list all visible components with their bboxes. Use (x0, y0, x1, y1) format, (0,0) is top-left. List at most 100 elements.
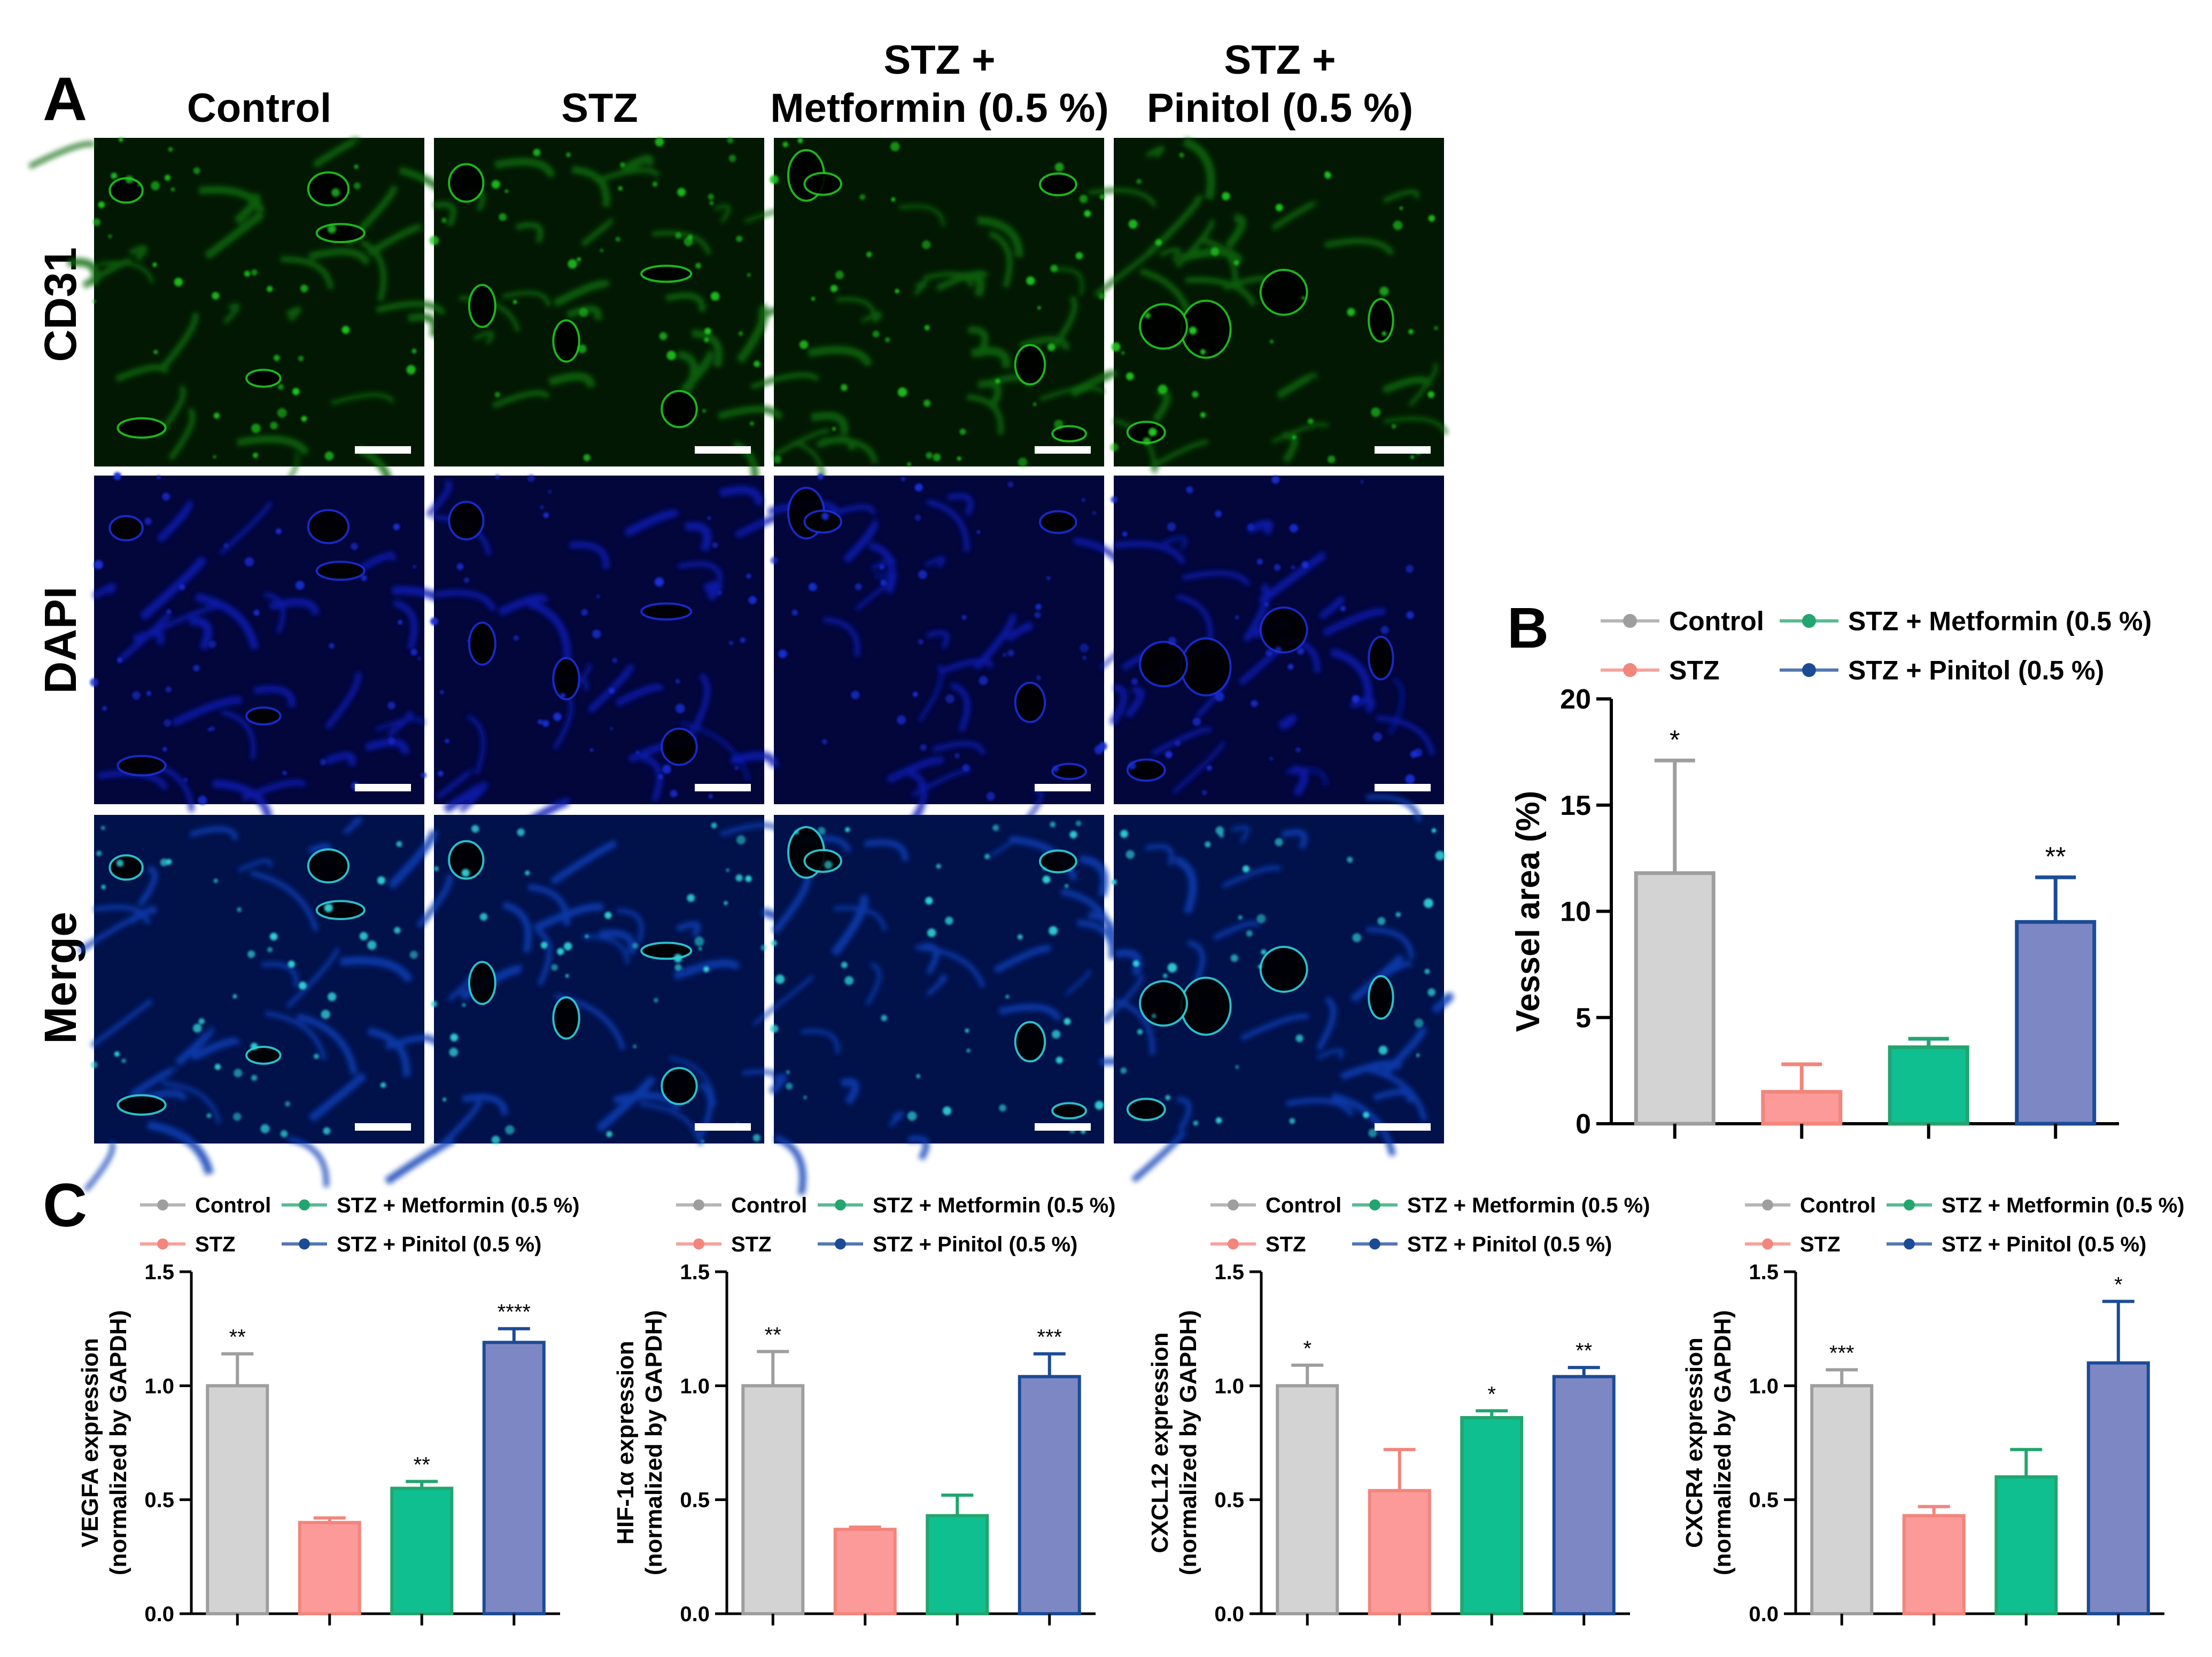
y-tick-label: 1.0 (144, 1374, 174, 1398)
fluorescent-spot (1036, 675, 1041, 680)
fluorescent-spot (957, 456, 961, 461)
fluorescent-spots (430, 474, 757, 799)
fluorescent-spot (740, 637, 746, 643)
fluorescent-spot (1054, 419, 1064, 430)
scale-bar (695, 446, 751, 454)
fluorescent-spot (1324, 172, 1331, 179)
fluorescent-spot (600, 248, 604, 252)
fluorescent-spot (585, 934, 589, 938)
vessel-lumen (1126, 1098, 1166, 1121)
fluorescent-spot (735, 874, 743, 882)
fluorescent-spot (707, 516, 711, 520)
fluorescent-spot (824, 860, 833, 869)
fluorescent-spot (786, 1070, 790, 1074)
fluorescent-spot (866, 251, 872, 258)
fluorescent-spot (1256, 558, 1263, 565)
vessel-lumen (1038, 510, 1077, 534)
tissue-streak (774, 1134, 806, 1195)
fluorescent-spot (198, 1018, 205, 1025)
vessel-lumen (1126, 758, 1166, 782)
vessel-lumen (108, 854, 144, 881)
y-axis-label-2: (normalized by GAPDH) (1175, 1310, 1201, 1575)
expression-chart-2: Control STZ + Metformin (0.5 %) STZ STZ + P… (612, 1194, 1116, 1626)
fluorescent-spot (387, 701, 395, 710)
fluorescent-spot (923, 399, 931, 407)
fluorescent-spot (198, 796, 207, 805)
fluorescent-spot (193, 665, 200, 672)
fluorescent-spot (1377, 917, 1386, 925)
fluorescent-spot (596, 594, 600, 598)
bar-metformin (1460, 1416, 1524, 1615)
fluorescent-spot (1395, 912, 1401, 917)
fluorescent-spot (1201, 790, 1207, 796)
fluorescent-spot (1406, 565, 1414, 573)
tissue-streak (1366, 927, 1415, 959)
tissue-streak (502, 901, 532, 954)
tissue-streak (242, 780, 307, 802)
tissue-streak (1187, 940, 1206, 984)
bar-pinitol (1552, 1375, 1616, 1615)
fluorescent-spot (922, 240, 931, 250)
tissue-streak (237, 859, 273, 873)
y-tick-label: 1.0 (1749, 1374, 1779, 1398)
tissue-streak (973, 613, 1016, 671)
tissue-streak (265, 1011, 327, 1061)
y-tick-label: 1.5 (680, 1261, 710, 1284)
vessel-lumen (661, 390, 698, 429)
fluorescent-spot (157, 475, 161, 479)
tissue-streak (433, 201, 457, 227)
tissue-streak (966, 394, 1004, 435)
tissue-streak (599, 929, 636, 955)
tissue-streak (923, 271, 974, 287)
tissue-streak (1093, 247, 1156, 298)
vessel-lumen (468, 621, 496, 666)
fluorescent-spot (1289, 524, 1298, 533)
fluorescent-spot (933, 453, 941, 462)
expression-chart-1: Control STZ + Metformin (0.5 %) STZ STZ + P… (77, 1194, 580, 1626)
legend-marker-control (1623, 614, 1637, 628)
fluorescent-spot (301, 416, 307, 422)
tissue-streak (1408, 362, 1438, 407)
fluorescent-spot (1427, 391, 1435, 398)
fluorescent-spot (1380, 626, 1389, 634)
fluorescent-spot (178, 584, 185, 590)
fluorescent-spot (712, 542, 718, 548)
y-tick-label: 10 (1560, 897, 1591, 928)
fluorescent-spot (269, 932, 278, 940)
row-label-cd31: CD31 (35, 247, 86, 362)
fluorescent-spot (1192, 391, 1199, 398)
y-tick-label: 0.5 (680, 1489, 710, 1512)
fluorescent-spot (1269, 339, 1274, 344)
fluorescent-spot (1360, 480, 1364, 484)
vessel-lumen (307, 848, 350, 884)
fluorescent-spot (1158, 384, 1168, 394)
fluorescent-spot (851, 690, 860, 699)
fluorescent-spot (166, 859, 172, 865)
tissue-streak (1064, 970, 1091, 997)
fluorescent-spot (114, 1051, 120, 1057)
fluorescent-spot (288, 960, 296, 968)
y-tick-label: 1.5 (1749, 1261, 1779, 1284)
significance-metformin: ** (414, 1453, 430, 1477)
column-header-metformin-line: Metformin (0.5 %) (770, 85, 1108, 131)
fluorescent-spot (659, 332, 668, 340)
tissue-streak (553, 280, 611, 307)
fluorescent-spot (1264, 602, 1269, 607)
fluorescent-spot (132, 691, 141, 700)
fluorescent-spot (1121, 351, 1125, 355)
fluorescent-spot (1155, 239, 1162, 246)
column-header-pinitol: STZ + Pinitol (0.5 %) (1147, 37, 1413, 131)
vessel-lumen (661, 1067, 698, 1106)
significance-pinitol: *** (1037, 1326, 1062, 1349)
tissue-streak (907, 1135, 929, 1161)
tissue-texture (77, 816, 440, 1192)
fluorescent-spot (491, 180, 500, 189)
tissue-streak (330, 393, 395, 406)
fluorescent-spot (1111, 496, 1118, 503)
fluorescent-spot (538, 719, 542, 725)
fluorescent-spot (111, 173, 118, 179)
fluorescent-spot (166, 609, 172, 614)
legend-marker-stz (1228, 1238, 1239, 1250)
fluorescent-spot (1111, 879, 1117, 885)
charts-expression: Control STZ + Metformin (0.5 %) STZ STZ + P… (77, 1194, 2185, 1626)
